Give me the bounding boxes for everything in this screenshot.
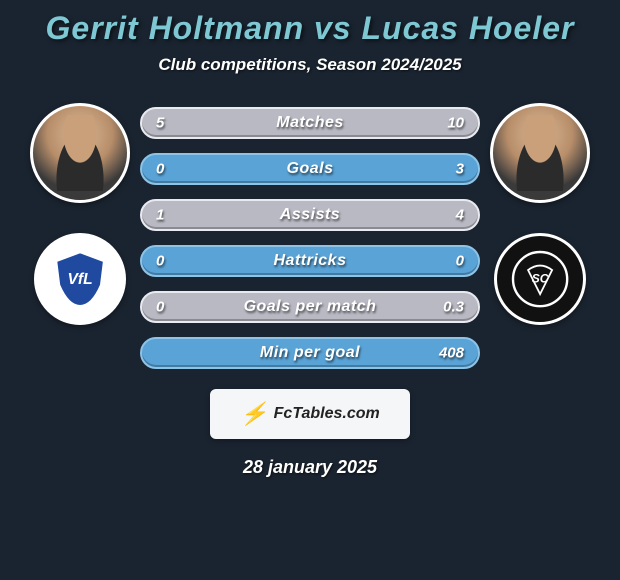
player-left-avatar	[30, 103, 130, 203]
player-right-avatar	[490, 103, 590, 203]
fctables-site-label: FcTables.com	[274, 405, 380, 423]
club-right-shield-icon: SC	[510, 249, 570, 309]
avatar-placeholder-icon	[47, 115, 113, 190]
stat-left-value: 0	[156, 299, 164, 316]
comparison-card: Gerrit Holtmann vs Lucas Hoeler Club com…	[0, 0, 620, 580]
stat-right-value: 10	[447, 115, 464, 132]
fctables-logo-icon: ⚡	[240, 401, 267, 427]
stat-left-value: 0	[156, 253, 164, 270]
right-side: SC	[480, 103, 600, 325]
stat-label: Goals per match	[244, 298, 377, 316]
stat-bars: 5 Matches 10 0 Goals 3 1 Assists 4 0 Hat…	[140, 103, 480, 369]
player-left-club-badge: VfL	[34, 233, 126, 325]
subtitle: Club competitions, Season 2024/2025	[158, 55, 461, 75]
stat-label: Matches	[276, 114, 344, 132]
fctables-badge[interactable]: ⚡ FcTables.com	[210, 389, 410, 439]
svg-text:VfL: VfL	[67, 271, 92, 288]
stat-right-value: 3	[456, 161, 464, 178]
date-label: 28 january 2025	[243, 457, 377, 478]
stat-label: Assists	[280, 206, 340, 224]
stat-right-value: 408	[439, 345, 464, 362]
avatar-placeholder-icon	[507, 115, 573, 190]
stat-right-value: 0	[456, 253, 464, 270]
stat-bar: 0 Goals per match 0.3	[140, 291, 480, 323]
player-right-club-badge: SC	[494, 233, 586, 325]
stat-bar: Min per goal 408	[140, 337, 480, 369]
stat-left-value: 1	[156, 207, 164, 224]
stat-bar: 1 Assists 4	[140, 199, 480, 231]
stat-bar: 0 Hattricks 0	[140, 245, 480, 277]
stat-right-value: 0.3	[443, 299, 464, 316]
stat-label: Goals	[287, 160, 334, 178]
club-left-shield-icon: VfL	[50, 249, 110, 309]
stat-bar: 5 Matches 10	[140, 107, 480, 139]
stat-left-value: 5	[156, 115, 164, 132]
stat-right-value: 4	[456, 207, 464, 224]
stat-bar: 0 Goals 3	[140, 153, 480, 185]
page-title: Gerrit Holtmann vs Lucas Hoeler	[46, 10, 575, 47]
content-row: VfL 5 Matches 10 0 Goals 3 1 Assists 4	[0, 103, 620, 369]
left-side: VfL	[20, 103, 140, 325]
svg-text:SC: SC	[532, 272, 549, 286]
stat-left-value: 0	[156, 161, 164, 178]
stat-label: Hattricks	[274, 252, 347, 270]
stat-label: Min per goal	[260, 344, 360, 362]
